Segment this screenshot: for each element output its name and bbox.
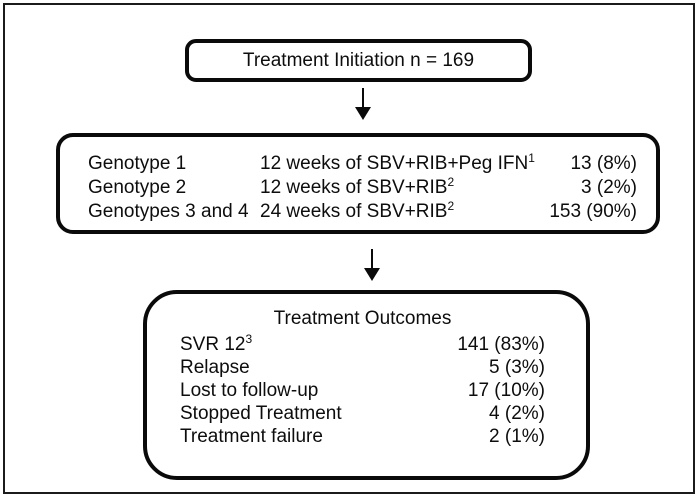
down-arrow-line [362, 88, 364, 107]
outcome-label: Stopped Treatment [180, 402, 342, 425]
outcome-count: 17 (10%) [467, 380, 545, 401]
regimen-text: 12 weeks of SBV+RIB [260, 177, 448, 198]
outcome-count: 2 (1%) [489, 426, 545, 447]
regimen-text: 12 weeks of SBV+RIB+Peg IFN [260, 153, 529, 174]
outcome-row: Lost to follow-up 17 (10%) [180, 379, 545, 402]
outcome-text: SVR 12 [180, 334, 246, 355]
down-arrow-head [355, 107, 371, 120]
regimen-label: 12 weeks of SBV+RIB2 [260, 176, 581, 200]
genotype-regimen-box: Genotype 1 12 weeks of SBV+RIB+Peg IFN1 … [56, 133, 660, 234]
genotype-count: 13 (8%) [570, 153, 637, 174]
regimen-label: 12 weeks of SBV+RIB+Peg IFN1 [260, 152, 570, 176]
outcome-count: 141 (83%) [457, 334, 545, 355]
outcome-label: Relapse [180, 356, 250, 379]
down-arrow-bottom [358, 249, 386, 281]
genotype-label: Genotypes 3 and 4 [88, 201, 249, 222]
genotype-row: Genotype 1 12 weeks of SBV+RIB+Peg IFN1 … [88, 152, 637, 176]
outcome-text: Lost to follow-up [180, 380, 319, 401]
treatment-outcomes-title: Treatment Outcomes [273, 308, 452, 329]
outcome-text: Treatment failure [180, 426, 323, 447]
genotype-row: Genotype 2 12 weeks of SBV+RIB2 3 (2%) [88, 176, 637, 200]
regimen-text: 24 weeks of SBV+RIB [260, 201, 448, 222]
genotype-label: Genotype 1 [88, 153, 187, 174]
outcome-text: Relapse [180, 357, 250, 378]
treatment-initiation-box: Treatment Initiation n = 169 [185, 39, 532, 82]
down-arrow-head [364, 268, 380, 281]
outcome-label: Treatment failure [180, 425, 323, 448]
outcome-row: SVR 123 141 (83%) [180, 333, 545, 356]
outcome-text: Stopped Treatment [180, 403, 342, 424]
down-arrow-top [349, 88, 377, 120]
footnote-superscript: 3 [245, 332, 253, 346]
genotype-count: 153 (90%) [549, 201, 637, 222]
footnote-superscript: 1 [528, 151, 535, 165]
genotype-count: 3 (2%) [581, 177, 637, 198]
footnote-superscript: 2 [447, 199, 455, 213]
outcome-label: SVR 123 [180, 333, 252, 356]
regimen-label: 24 weeks of SBV+RIB2 [260, 200, 549, 224]
footnote-superscript: 2 [447, 175, 455, 189]
outcome-count: 4 (2%) [489, 403, 545, 424]
down-arrow-line [371, 249, 373, 268]
outcome-label: Lost to follow-up [180, 379, 318, 402]
genotype-label: Genotype 2 [88, 177, 187, 198]
outcome-count: 5 (3%) [489, 357, 545, 378]
outcome-row: Stopped Treatment 4 (2%) [180, 402, 545, 425]
outcome-row: Treatment failure 2 (1%) [180, 425, 545, 448]
outcome-row: Relapse 5 (3%) [180, 356, 545, 379]
treatment-outcomes-box: Treatment Outcomes SVR 123 141 (83%) Rel… [143, 290, 590, 480]
treatment-initiation-title: Treatment Initiation n = 169 [242, 49, 475, 71]
genotype-row: Genotypes 3 and 4 24 weeks of SBV+RIB2 1… [88, 200, 637, 224]
